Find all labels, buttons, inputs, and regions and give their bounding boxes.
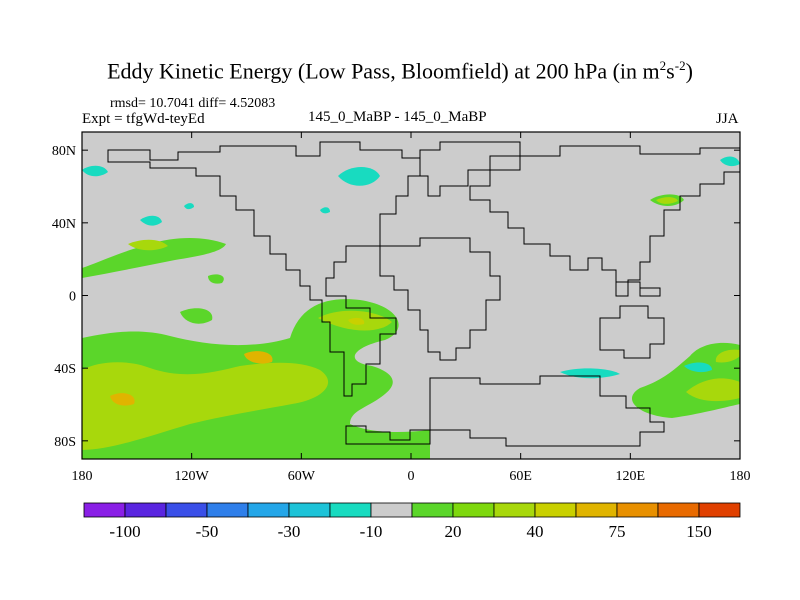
x-tick-label: 120E: [616, 469, 646, 484]
maritime-islands-coastline: [616, 281, 661, 297]
x-tick-label: 180: [72, 469, 93, 484]
antarctica-coastline: [345, 375, 665, 447]
colorbar-swatch: [206, 502, 249, 518]
title-text: Eddy Kinetic Energy (Low Pass, Bloomfiel…: [107, 58, 660, 84]
rmsd-diff-stats: rmsd= 10.7041 diff= 4.52083: [110, 96, 276, 111]
sh-hotspot-1: [110, 393, 135, 406]
africa-coastline: [379, 237, 501, 361]
australia-coastline: [599, 305, 665, 359]
colorbar-swatch: [493, 502, 536, 518]
x-tick-label: 0: [408, 469, 415, 484]
y-tick-label: 40S: [54, 362, 76, 377]
colorbar-label: -10: [360, 522, 383, 541]
colorbar-label: 150: [686, 522, 712, 541]
x-tick-label: 60E: [509, 469, 532, 484]
title-units-close: ): [685, 58, 693, 84]
season-label: JJA: [716, 111, 739, 127]
colorbar-label: -30: [278, 522, 301, 541]
colorbar-swatch: [657, 502, 700, 518]
y-tick-label: 0: [69, 290, 76, 305]
axes: 180 120W 60W 0 60E 120E 180 80N 40N 0 40S 80S: [52, 132, 751, 484]
colorbar-swatch: [534, 502, 577, 518]
colorbar-swatch: [370, 502, 413, 518]
subtropical-small-contour: [180, 308, 213, 324]
x-tick-label: 120W: [175, 469, 210, 484]
title-units-exponent-2: -2: [674, 58, 686, 73]
title-units-exponent-1: 2: [659, 58, 667, 73]
colorbar-label: -50: [196, 522, 219, 541]
colorbar-label: 75: [609, 522, 626, 541]
nh-pacific-band-contour: [82, 238, 226, 278]
colorbar-label: -100: [109, 522, 140, 541]
colorbar-swatch: [124, 502, 167, 518]
colorbar-swatch: [329, 502, 372, 518]
nh-negative-5: [320, 207, 330, 214]
sh-hotspot-3: [348, 317, 365, 325]
colorbar-swatch: [411, 502, 454, 518]
colorbar-swatch: [616, 502, 659, 518]
colorbar-label: 40: [527, 522, 544, 541]
y-tick-label: 80N: [52, 144, 76, 159]
nh-atlantic-core-contour: [656, 197, 678, 204]
sh-band-east-core-contour: [715, 349, 740, 363]
coastlines: [107, 141, 741, 447]
colorbar-swatch: [575, 502, 618, 518]
sh-negative-2: [684, 362, 712, 373]
y-tick-label: 80S: [54, 435, 76, 450]
x-tick-label: 60W: [288, 469, 316, 484]
greenland-coastline: [419, 141, 521, 197]
colorbar-swatch: [83, 502, 126, 518]
nh-east-patch-contour: [208, 274, 224, 284]
nh-negative-6: [720, 156, 740, 167]
sh-hotspot-2: [244, 351, 273, 364]
chart-title: Eddy Kinetic Energy (Low Pass, Bloomfiel…: [0, 58, 800, 84]
americas-coastline: [107, 141, 421, 397]
colorbar-swatch: [452, 502, 495, 518]
colorbar-swatch: [165, 502, 208, 518]
title-units-seconds: s: [666, 58, 675, 84]
nh-negative-3: [140, 215, 162, 226]
x-tick-label: 180: [730, 469, 751, 484]
sh-indian-core-contour: [686, 378, 740, 402]
y-tick-label: 40N: [52, 217, 76, 232]
colorbar-swatch: [288, 502, 331, 518]
colorbar-swatch: [247, 502, 290, 518]
experiment-name: 145_0_MaBP - 145_0_MaBP: [308, 109, 487, 125]
expt-label: Expt = tfgWd-teyEd: [82, 111, 205, 127]
nh-negative-2: [82, 165, 108, 177]
contour-fields: [82, 156, 740, 459]
nh-pacific-core-contour: [128, 239, 168, 251]
sh-west-max-contour: [82, 362, 329, 450]
colorbar: -100 -50 -30 -10 20 40 75 150: [83, 502, 741, 541]
nh-negative-4: [184, 203, 194, 210]
colorbar-label: 20: [445, 522, 462, 541]
colorbar-swatch: [698, 502, 741, 518]
nh-negative-1: [338, 167, 380, 186]
